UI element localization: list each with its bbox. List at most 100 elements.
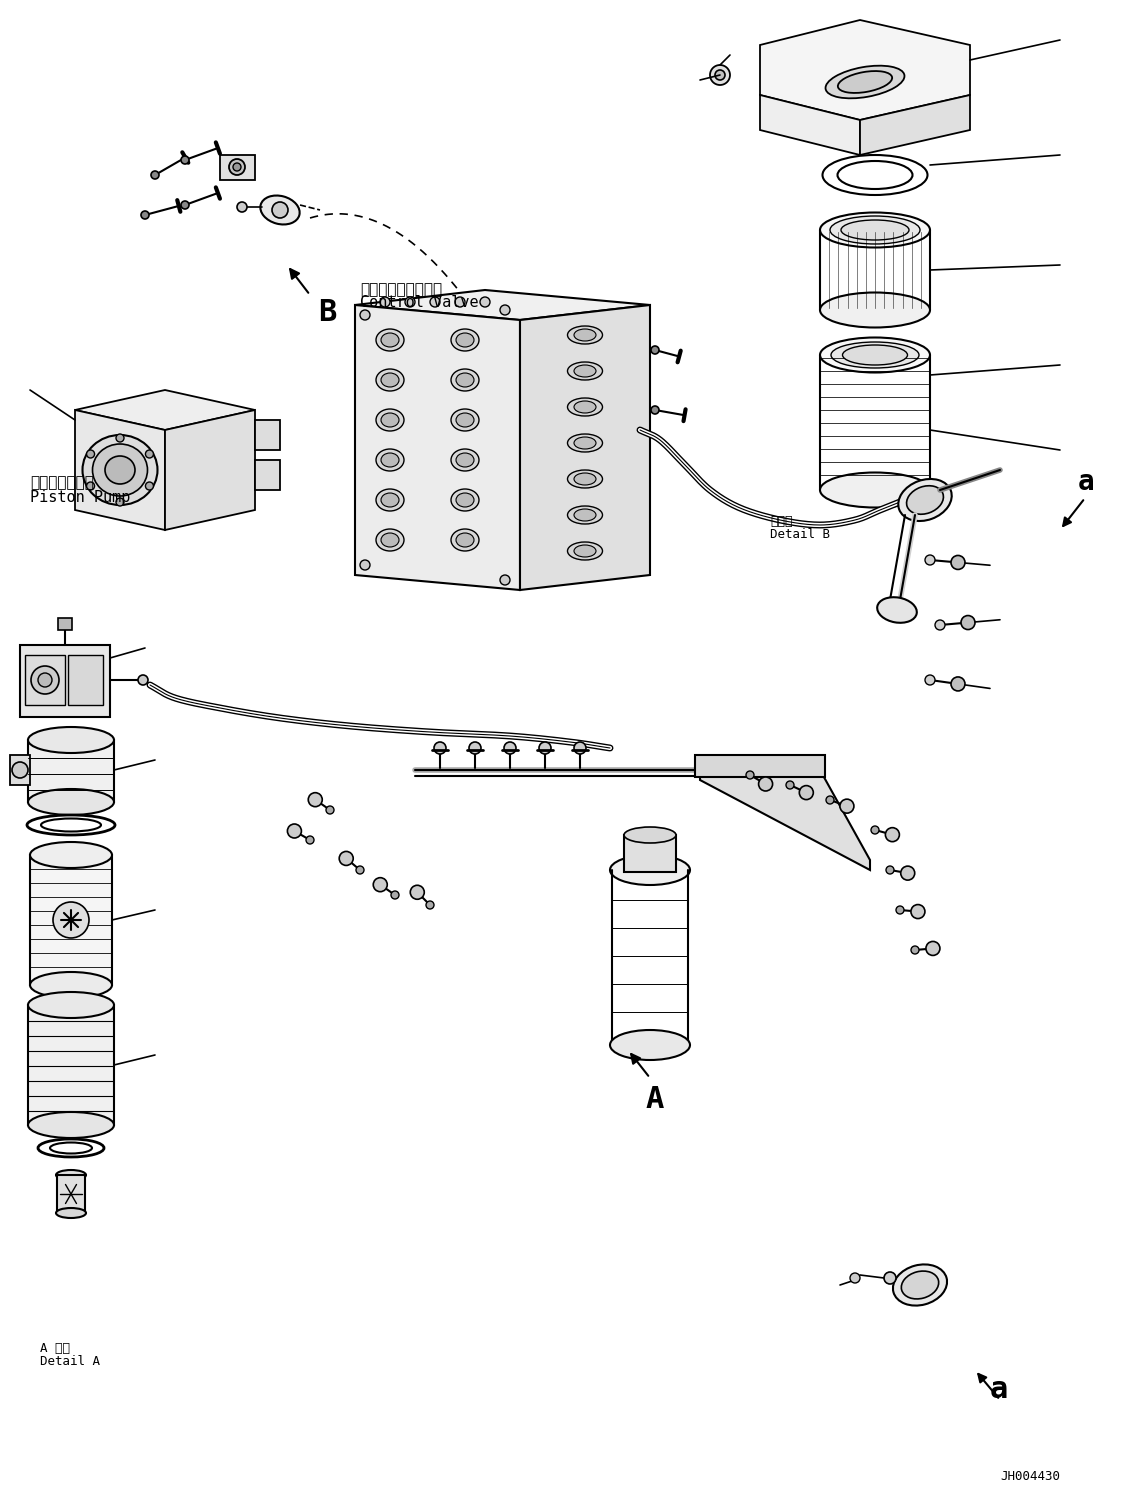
Circle shape: [961, 616, 976, 630]
Ellipse shape: [27, 789, 115, 815]
Ellipse shape: [105, 457, 135, 483]
Circle shape: [11, 762, 27, 777]
Circle shape: [886, 865, 894, 874]
Circle shape: [53, 903, 89, 938]
Ellipse shape: [456, 492, 474, 507]
Circle shape: [273, 201, 289, 218]
Circle shape: [826, 797, 834, 804]
Circle shape: [500, 574, 510, 585]
Polygon shape: [860, 95, 970, 155]
Ellipse shape: [831, 342, 919, 369]
Circle shape: [840, 800, 854, 813]
Circle shape: [181, 157, 189, 164]
Circle shape: [405, 297, 414, 307]
Ellipse shape: [899, 479, 951, 521]
Ellipse shape: [610, 1029, 690, 1059]
Circle shape: [229, 160, 245, 175]
Circle shape: [469, 742, 481, 753]
Circle shape: [434, 742, 447, 753]
Bar: [30, 855, 112, 985]
Circle shape: [181, 201, 189, 209]
Circle shape: [373, 877, 387, 892]
Ellipse shape: [93, 445, 148, 495]
Polygon shape: [520, 304, 650, 589]
Circle shape: [455, 297, 465, 307]
Circle shape: [897, 906, 905, 915]
Text: a: a: [990, 1376, 1009, 1404]
Ellipse shape: [376, 449, 404, 471]
Text: 日詳細: 日詳細: [769, 515, 792, 528]
Circle shape: [480, 297, 490, 307]
Ellipse shape: [574, 401, 597, 413]
Ellipse shape: [451, 369, 479, 391]
Bar: [624, 836, 676, 871]
Circle shape: [901, 867, 915, 880]
Ellipse shape: [574, 473, 597, 485]
Ellipse shape: [624, 827, 676, 843]
Ellipse shape: [568, 506, 602, 524]
Circle shape: [87, 451, 95, 458]
Bar: [57, 1176, 85, 1213]
Circle shape: [884, 1273, 897, 1285]
Bar: [58, 618, 72, 630]
Bar: [27, 740, 115, 803]
Bar: [19, 645, 110, 718]
Ellipse shape: [451, 449, 479, 471]
Ellipse shape: [260, 195, 300, 224]
Bar: [695, 755, 826, 777]
Circle shape: [785, 780, 793, 789]
Polygon shape: [760, 19, 970, 119]
Circle shape: [747, 771, 755, 779]
Circle shape: [431, 297, 440, 307]
Circle shape: [326, 806, 334, 815]
Ellipse shape: [27, 815, 115, 836]
Ellipse shape: [381, 533, 398, 548]
Ellipse shape: [451, 330, 479, 351]
Circle shape: [759, 777, 773, 791]
Circle shape: [116, 434, 124, 442]
Ellipse shape: [877, 597, 917, 622]
Circle shape: [652, 346, 660, 354]
Circle shape: [574, 742, 586, 753]
Ellipse shape: [41, 819, 101, 831]
Ellipse shape: [826, 66, 905, 98]
Circle shape: [308, 792, 322, 807]
Circle shape: [504, 742, 516, 753]
Circle shape: [237, 201, 247, 212]
Ellipse shape: [381, 454, 398, 467]
Ellipse shape: [376, 489, 404, 510]
Ellipse shape: [830, 216, 919, 245]
Polygon shape: [355, 304, 520, 589]
Ellipse shape: [568, 363, 602, 380]
Circle shape: [410, 885, 425, 900]
Text: a: a: [1077, 468, 1095, 495]
Ellipse shape: [820, 292, 930, 328]
Circle shape: [426, 901, 434, 909]
Ellipse shape: [30, 841, 112, 868]
Ellipse shape: [381, 413, 398, 427]
Ellipse shape: [376, 409, 404, 431]
Ellipse shape: [822, 155, 927, 195]
Bar: [220, 155, 255, 181]
Ellipse shape: [574, 509, 597, 521]
Text: Piston Pump: Piston Pump: [30, 489, 131, 504]
Ellipse shape: [840, 219, 909, 240]
Circle shape: [871, 827, 879, 834]
Circle shape: [339, 852, 353, 865]
Ellipse shape: [568, 470, 602, 488]
Ellipse shape: [456, 413, 474, 427]
Circle shape: [287, 824, 301, 839]
Ellipse shape: [56, 1170, 86, 1180]
Circle shape: [360, 560, 370, 570]
Ellipse shape: [574, 330, 597, 342]
Polygon shape: [165, 410, 255, 530]
Ellipse shape: [82, 436, 158, 504]
Polygon shape: [355, 289, 650, 319]
Ellipse shape: [50, 1143, 92, 1153]
Ellipse shape: [451, 489, 479, 510]
Ellipse shape: [456, 373, 474, 386]
Circle shape: [885, 828, 899, 841]
Circle shape: [390, 891, 398, 900]
Ellipse shape: [381, 492, 398, 507]
Bar: [255, 421, 281, 451]
